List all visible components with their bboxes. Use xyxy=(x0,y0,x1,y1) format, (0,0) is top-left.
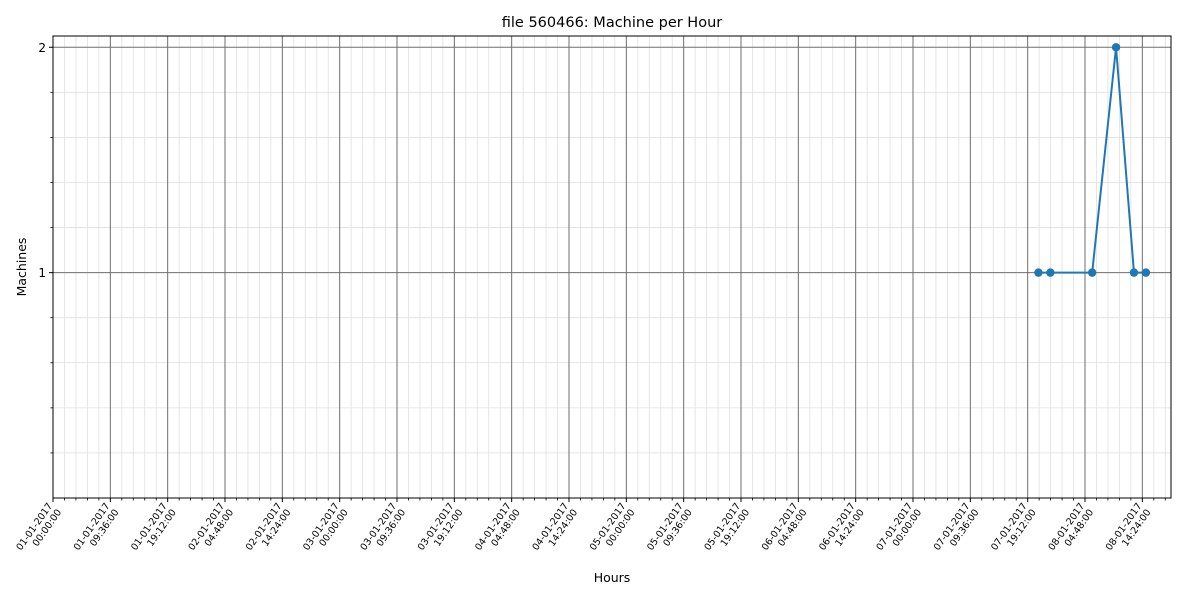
data-point xyxy=(1111,43,1121,52)
y-tick-label: 1 xyxy=(38,266,46,280)
minor-grid xyxy=(53,36,1171,498)
data-point xyxy=(1129,268,1139,277)
data-point xyxy=(1034,268,1043,277)
y-tick-label: 2 xyxy=(38,41,46,55)
major-grid xyxy=(52,36,1171,498)
plot-frame xyxy=(52,35,1172,499)
data-point xyxy=(1141,268,1151,277)
chart-title: file 560466: Machine per Hour xyxy=(502,15,723,31)
data-point xyxy=(1087,268,1097,277)
y-axis-label: Machines xyxy=(14,238,29,297)
x-axis-label: Hours xyxy=(594,570,631,585)
data-point xyxy=(1046,268,1055,277)
y-axis-ticks: 12 xyxy=(38,41,53,454)
series-layer xyxy=(1034,43,1151,277)
